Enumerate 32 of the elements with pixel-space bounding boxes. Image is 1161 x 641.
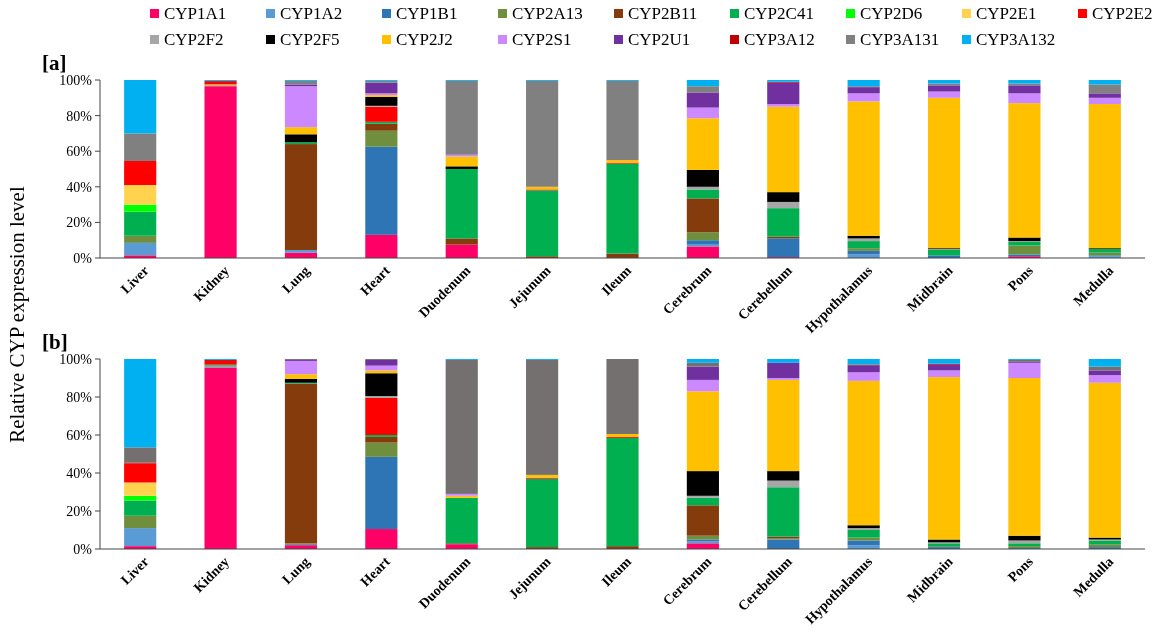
legend-label: CYP2E1 [976,4,1037,23]
legend-label: CYP2S1 [512,30,572,49]
legend-label: CYP2E2 [1092,4,1153,23]
legend-label: CYP2F5 [280,30,340,49]
y-tick-label: 40% [66,179,93,195]
legend-label: CYP3A131 [860,30,940,49]
legend-label: CYP2U1 [628,30,691,49]
legend-label: CYP2F2 [164,30,224,49]
y-tick-label: 60% [66,144,93,160]
y-tick-label: 0% [73,541,93,557]
y-axis-title: Relative CYP expression level [5,186,29,443]
y-tick-label: 80% [66,108,93,124]
legend-label: CYP2J2 [396,30,453,49]
legend-label: CYP2D6 [860,4,923,23]
legend-label: CYP1A2 [280,4,343,23]
chart-title: [a] [42,51,67,75]
y-tick-label: 80% [66,389,93,405]
y-tick-label: 0% [73,250,93,266]
legend-label: CYP3A12 [744,30,815,49]
legend-label: CYP2A13 [512,4,583,23]
y-tick-label: 20% [66,503,93,519]
chart-title: [b] [42,330,68,354]
y-tick-label: 100% [59,72,93,88]
legend-label: CYP1B1 [396,4,458,23]
legend-label: CYP3A132 [976,30,1056,49]
y-tick-label: 20% [66,215,93,231]
legend-label: CYP1A1 [164,4,227,23]
legend-label: CYP2C41 [744,4,814,23]
y-tick-label: 100% [59,351,93,367]
y-tick-label: 60% [66,427,93,443]
y-tick-label: 40% [66,465,93,481]
legend-label: CYP2B11 [628,4,698,23]
